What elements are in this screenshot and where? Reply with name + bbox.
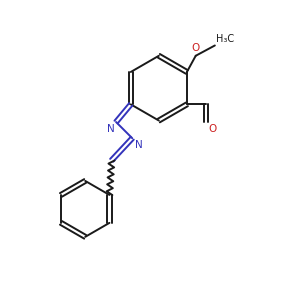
Text: N: N — [107, 124, 115, 134]
Text: O: O — [208, 124, 217, 134]
Text: H₃C: H₃C — [216, 34, 235, 44]
Text: N: N — [135, 140, 142, 150]
Text: O: O — [192, 44, 200, 53]
